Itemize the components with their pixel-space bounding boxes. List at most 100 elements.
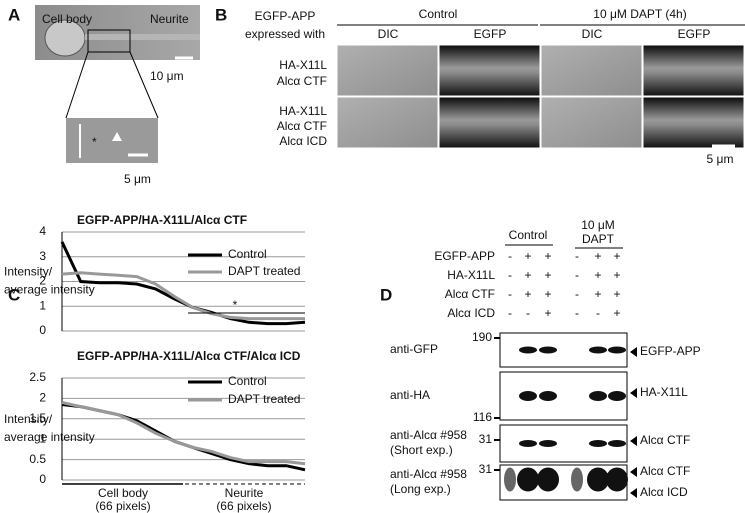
label: average intensity xyxy=(4,283,95,297)
label: 10 μm xyxy=(150,69,184,83)
label: Intensity/ xyxy=(4,412,53,426)
label: D xyxy=(380,285,392,304)
label: 2.5 xyxy=(29,370,46,384)
micrograph xyxy=(438,44,541,97)
band-arrow xyxy=(630,347,637,357)
band xyxy=(517,467,539,492)
label: (Long exp.) xyxy=(390,482,451,496)
label: C xyxy=(8,285,20,304)
label: * xyxy=(233,298,238,312)
label: Intensity/ xyxy=(4,265,53,279)
zoom-line xyxy=(65,51,89,119)
label: + xyxy=(524,287,531,301)
marker-star: * xyxy=(92,135,97,149)
label: Neurite xyxy=(225,486,264,500)
micrograph xyxy=(642,44,745,97)
label: + xyxy=(613,306,620,320)
label: 2 xyxy=(39,391,46,405)
layout xyxy=(35,5,200,163)
band-arrow xyxy=(630,436,637,446)
label: EGFP-APP xyxy=(640,344,701,358)
label: Control xyxy=(509,228,548,242)
band xyxy=(539,346,557,354)
label: Control xyxy=(228,247,267,261)
band xyxy=(589,346,607,354)
label: EGFP-APP/HA-X11L/Alcα CTF/Alcα ICD xyxy=(77,349,301,363)
label: 10 μM xyxy=(581,218,615,232)
label: 0.5 xyxy=(29,452,46,466)
label: - xyxy=(508,306,512,320)
data-line xyxy=(61,271,305,321)
band xyxy=(539,440,557,447)
label: + xyxy=(544,268,551,282)
label: + xyxy=(524,268,531,282)
label: 1 xyxy=(39,298,46,312)
label: - xyxy=(575,287,579,301)
label: DAPT treated xyxy=(228,264,300,278)
label: Alcα CTF xyxy=(277,119,327,133)
label: B xyxy=(215,5,227,24)
label: - xyxy=(508,268,512,282)
label: + xyxy=(613,268,620,282)
neurite xyxy=(85,34,200,40)
micrograph xyxy=(540,96,643,149)
band xyxy=(519,391,537,401)
label: 5 μm xyxy=(124,172,151,186)
marker-arrow xyxy=(112,132,122,141)
band xyxy=(539,391,557,401)
label: + xyxy=(594,287,601,301)
label: DAPT xyxy=(582,232,615,246)
label: Neurite xyxy=(150,12,189,26)
label: - xyxy=(575,306,579,320)
label: DAPT treated xyxy=(228,392,300,406)
label: 1 xyxy=(39,431,46,445)
zoom-line xyxy=(129,51,159,119)
label: anti-HA xyxy=(390,388,430,402)
label: 1.5 xyxy=(29,411,46,425)
band xyxy=(589,391,607,401)
band xyxy=(608,346,626,354)
label: HA-X11L xyxy=(279,58,327,72)
label: Alcα CTF xyxy=(277,74,327,88)
band xyxy=(589,440,607,447)
micrograph xyxy=(438,96,541,149)
inset-box xyxy=(87,29,131,53)
band-arrow xyxy=(630,388,637,398)
label: DIC xyxy=(378,27,399,41)
label: (66 pixels) xyxy=(95,499,150,513)
band xyxy=(606,467,628,492)
label: Alcα ICD xyxy=(640,485,688,499)
band xyxy=(608,391,626,401)
label: 5 μm xyxy=(707,152,734,166)
label: + xyxy=(544,306,551,320)
label: HA-X11L xyxy=(640,385,688,399)
label: Cell body xyxy=(98,486,148,500)
label: EGFP-APP xyxy=(255,9,316,23)
label: 190 xyxy=(472,330,492,344)
label: - xyxy=(575,268,579,282)
label: (Short exp.) xyxy=(390,443,453,457)
label: + xyxy=(613,287,620,301)
label: Alcα ICD xyxy=(279,134,327,148)
label: + xyxy=(613,249,620,263)
label: 10 μM DAPT (4h) xyxy=(593,7,686,21)
label: + xyxy=(544,287,551,301)
label: 31 xyxy=(479,432,493,446)
label: 2 xyxy=(39,274,46,288)
label: EGFP-APP/HA-X11L/Alcα CTF xyxy=(77,213,247,227)
label: + xyxy=(524,249,531,263)
band xyxy=(608,440,626,447)
label: expressed with xyxy=(245,27,325,41)
label: average intensity xyxy=(4,430,95,444)
label: A xyxy=(8,5,20,24)
label: + xyxy=(594,249,601,263)
data-line xyxy=(61,401,306,466)
label: anti-Alcα #958 xyxy=(390,428,467,442)
micrograph xyxy=(336,96,439,149)
band xyxy=(519,346,537,354)
label: EGFP xyxy=(678,27,711,41)
label: Alcα CTF xyxy=(445,287,495,301)
label: - xyxy=(575,249,579,263)
